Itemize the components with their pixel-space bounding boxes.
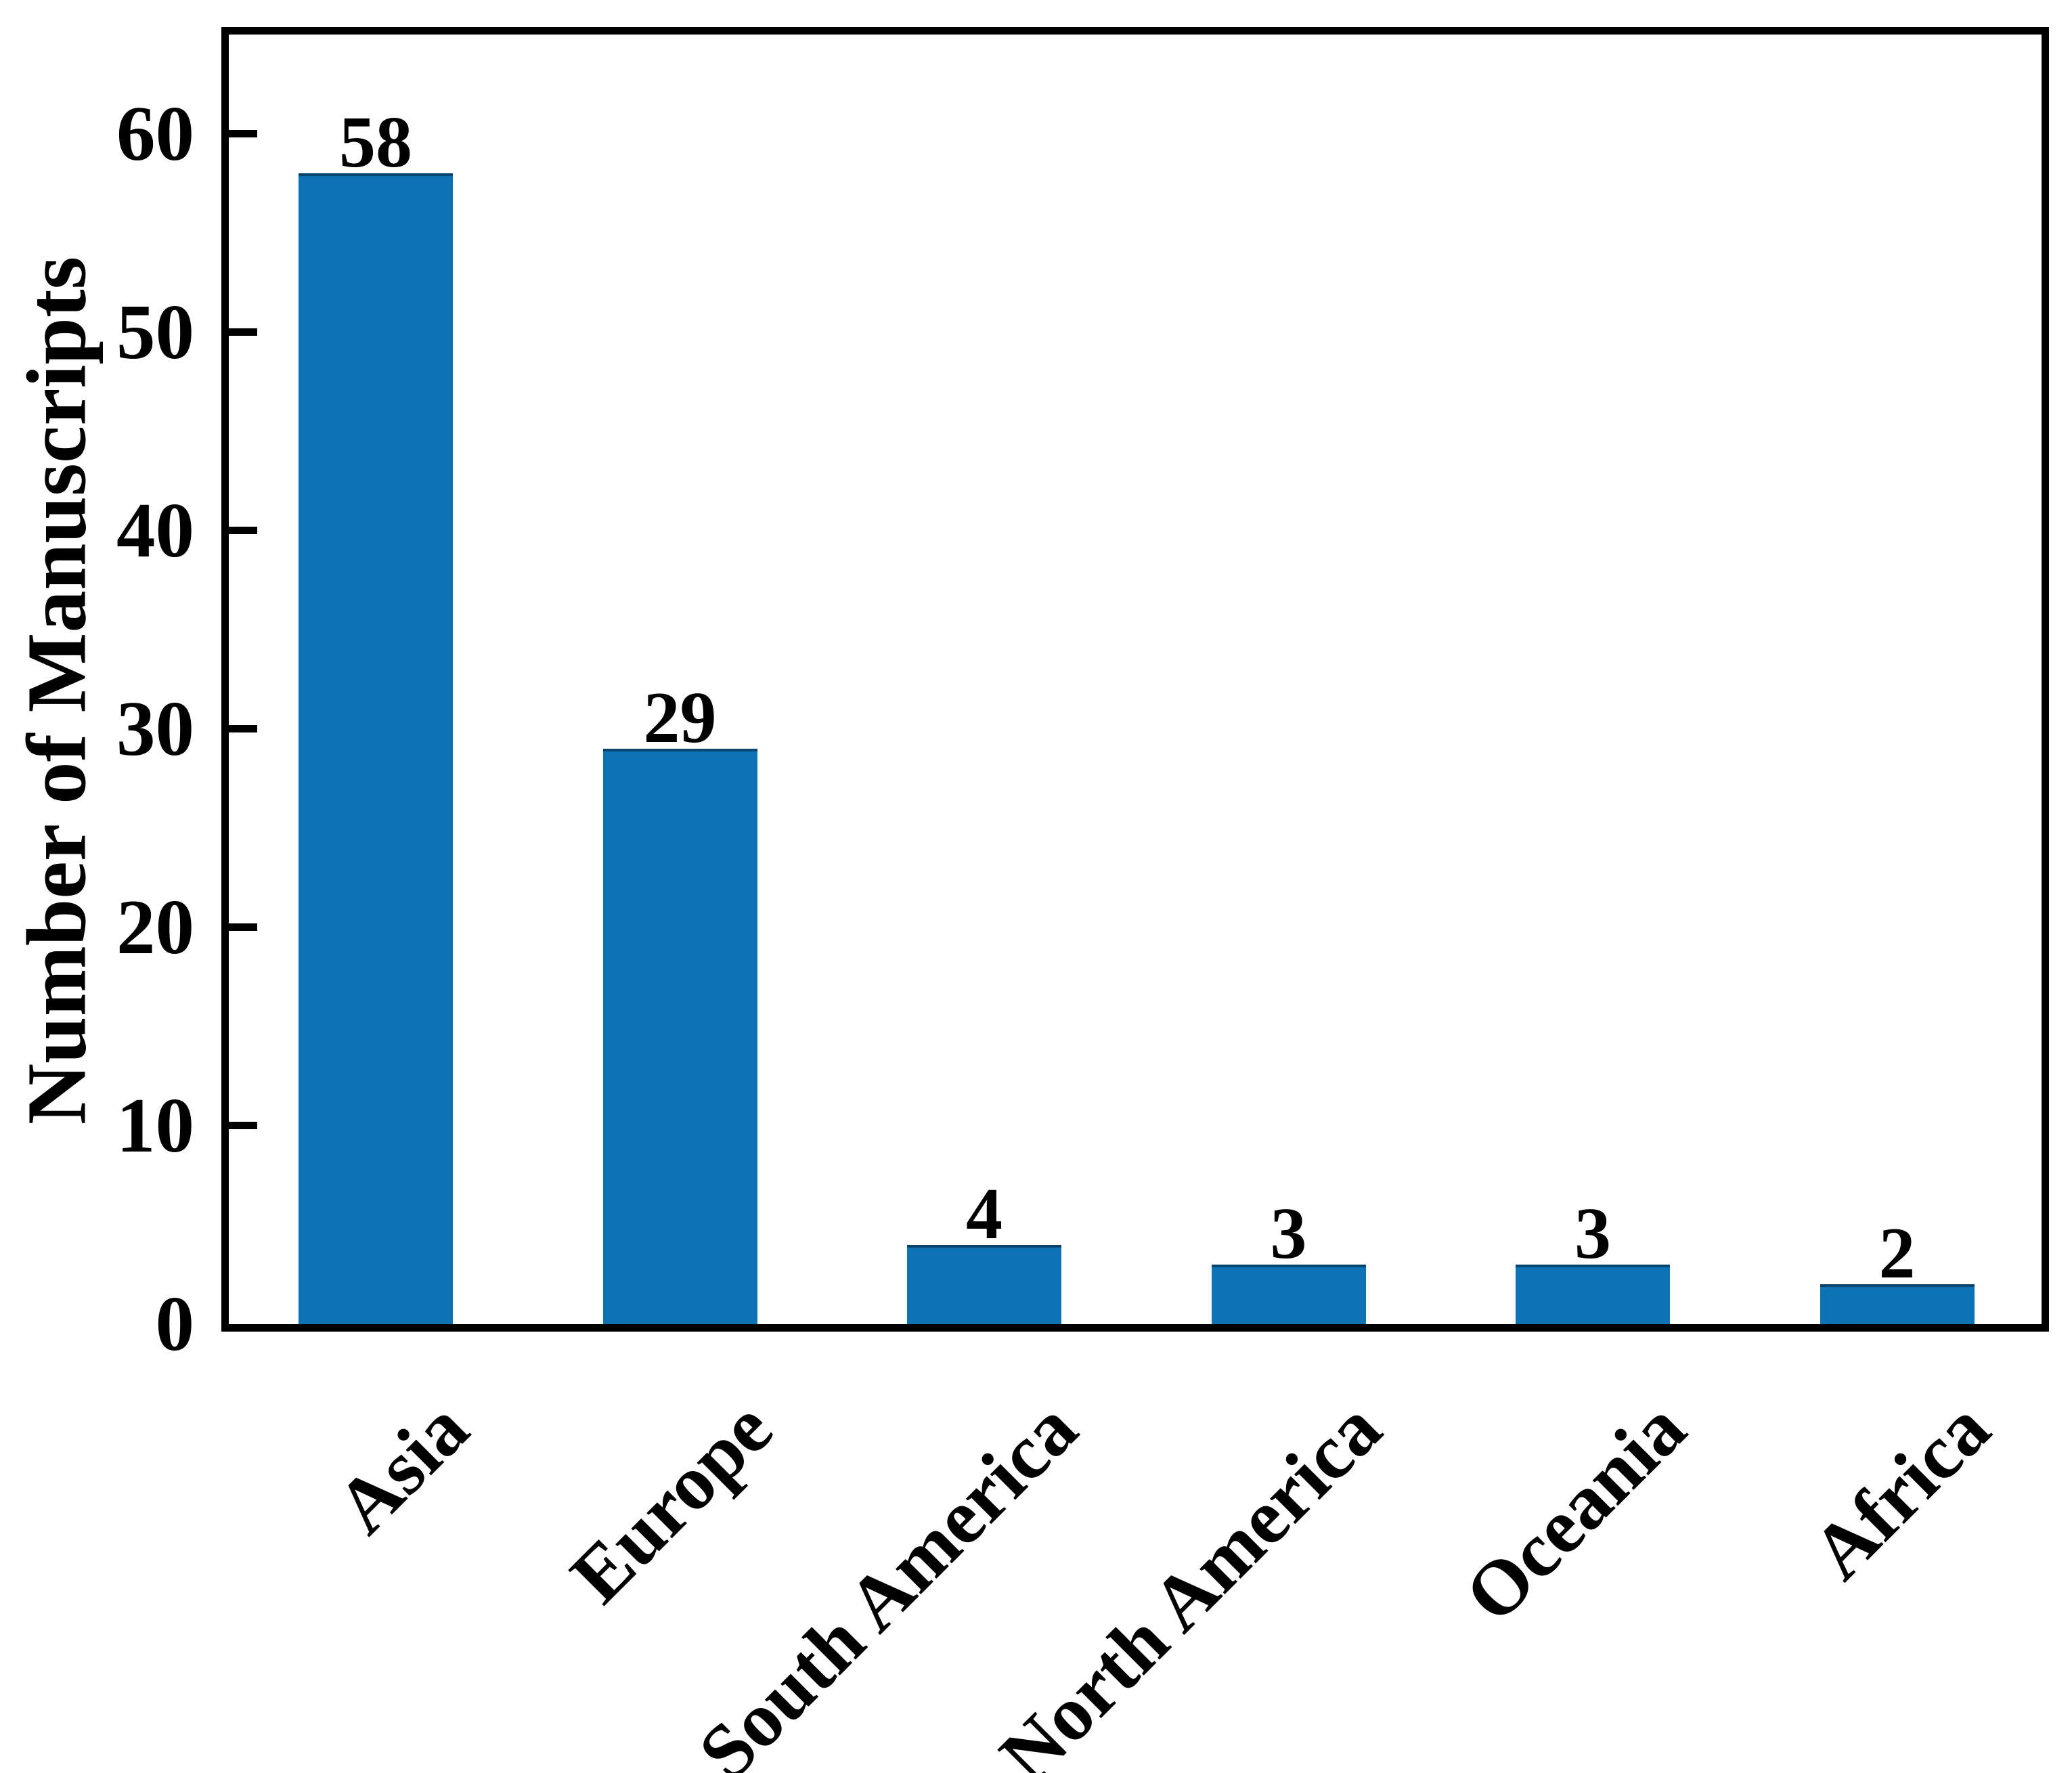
y-axis-tick-20: [229, 923, 257, 932]
bar-value-label-north-america: 3: [1270, 1194, 1307, 1275]
y-tick-label-40: 40: [116, 487, 194, 573]
bar-value-label-south-america: 4: [966, 1173, 1002, 1254]
bar-oceania: [1516, 1265, 1670, 1324]
y-tick-label-60: 60: [116, 90, 194, 177]
bar-europe: [602, 749, 757, 1324]
x-tick-label-asia: Asia: [319, 1384, 485, 1550]
plot-area: [221, 27, 2049, 1332]
plot-inner-region: [229, 35, 2042, 1324]
bar-africa: [1820, 1284, 1975, 1324]
bar-value-label-oceania: 3: [1574, 1194, 1611, 1275]
y-tick-label-30: 30: [116, 685, 194, 772]
bar-north-america: [1211, 1265, 1366, 1324]
y-tick-label-0: 0: [155, 1281, 195, 1367]
bar-value-label-africa: 2: [1878, 1213, 1916, 1294]
y-axis-tick-40: [229, 527, 257, 535]
y-tick-label-10: 10: [116, 1082, 194, 1168]
y-axis-tick-60: [229, 130, 257, 138]
y-axis-tick-30: [229, 725, 257, 733]
bar-asia: [299, 173, 453, 1324]
x-tick-label-europe: Europe: [554, 1384, 789, 1619]
x-tick-label-africa: Africa: [1795, 1384, 2006, 1596]
y-axis-tick-10: [229, 1122, 257, 1130]
bar-value-label-europe: 29: [643, 678, 717, 759]
y-tick-label-20: 20: [116, 883, 194, 970]
x-tick-label-oceania: Oceania: [1448, 1384, 1702, 1639]
y-axis-tick-50: [229, 328, 257, 336]
y-tick-label-50: 50: [116, 288, 194, 375]
bar-value-label-asia: 58: [339, 102, 412, 183]
bar-south-america: [907, 1244, 1061, 1324]
